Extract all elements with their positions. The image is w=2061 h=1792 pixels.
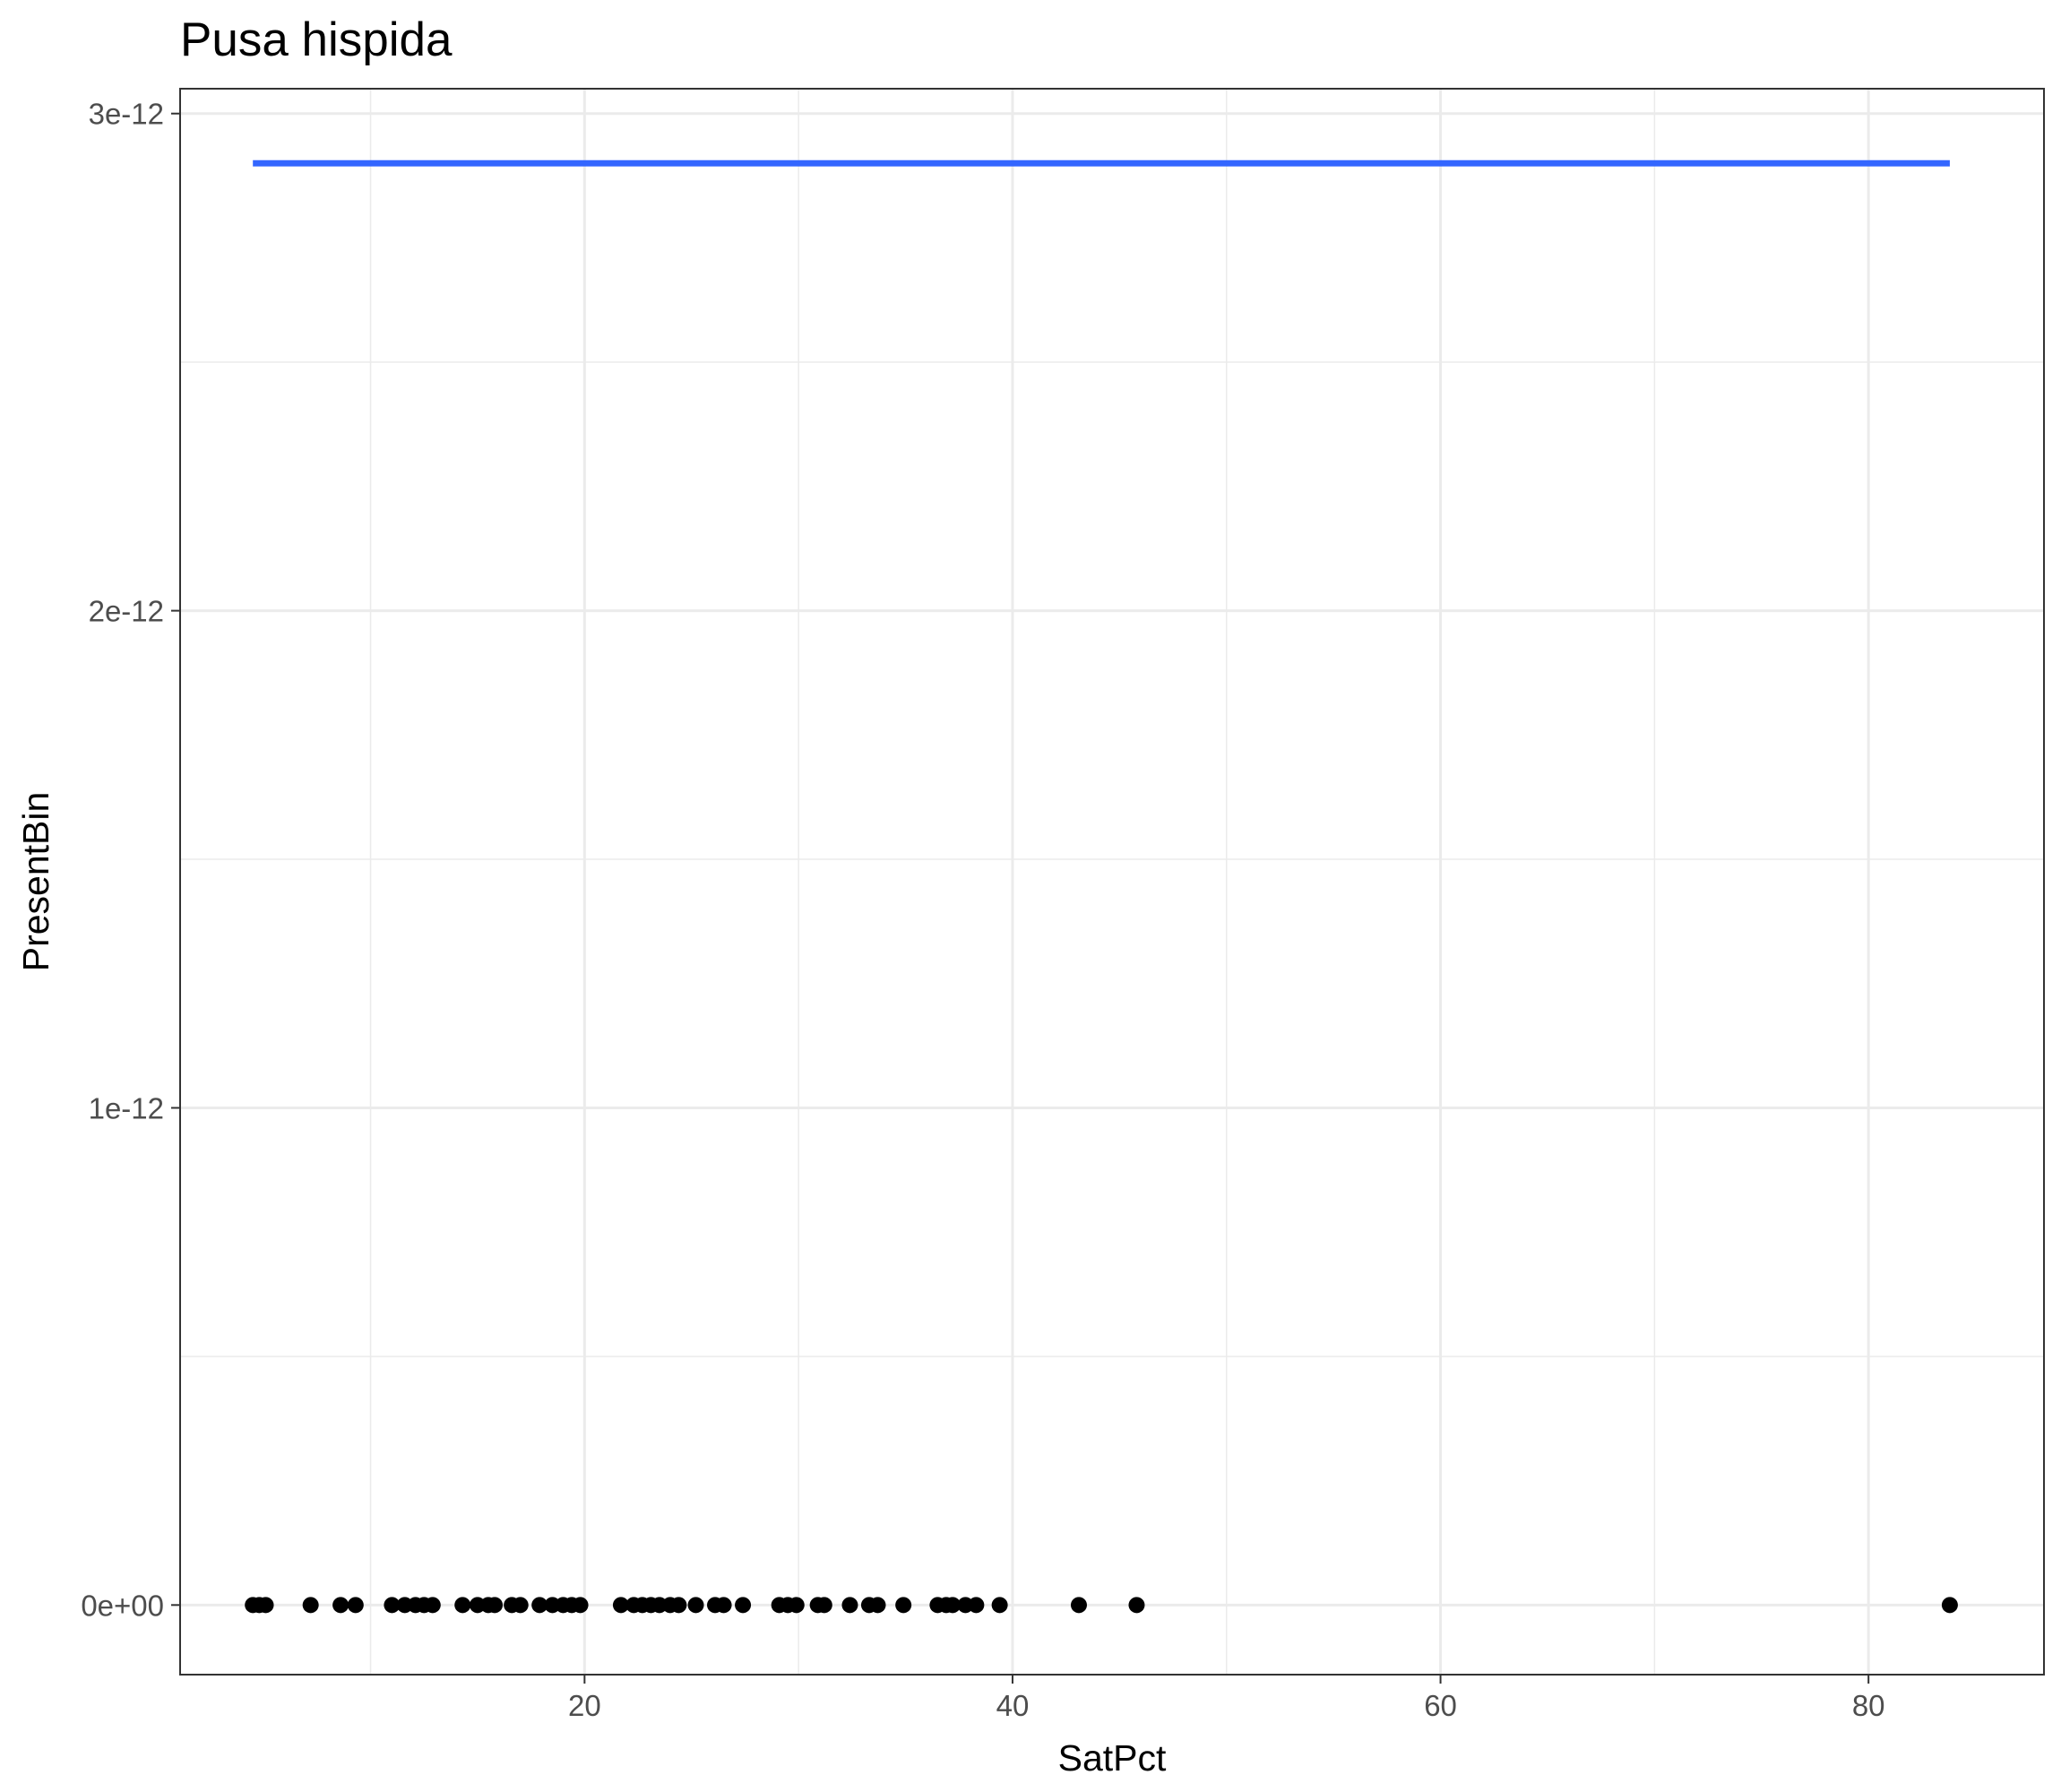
data-point — [332, 1597, 349, 1614]
data-point — [612, 1597, 629, 1614]
data-point — [531, 1597, 548, 1614]
data-point — [454, 1597, 471, 1614]
data-point — [991, 1597, 1008, 1614]
x-tick-label: 20 — [568, 1689, 601, 1722]
grid-minor — [180, 89, 2044, 1675]
plot-panel — [179, 88, 2045, 1676]
y-tick-label: 3e-12 — [89, 98, 164, 131]
data-point — [841, 1597, 858, 1614]
data-point — [944, 1597, 962, 1614]
data-point — [869, 1597, 886, 1614]
data-point — [302, 1597, 319, 1614]
y-axis: 0e+00 1e-12 2e-12 3e-12 — [81, 98, 180, 1622]
data-point — [1128, 1597, 1145, 1614]
data-point — [687, 1597, 704, 1614]
y-tick-label: 0e+00 — [81, 1589, 164, 1622]
data-point — [1941, 1597, 1958, 1614]
x-axis-label: SatPct — [1058, 1737, 1167, 1779]
data-point — [735, 1597, 752, 1614]
data-point — [1070, 1597, 1087, 1614]
data-point — [788, 1597, 805, 1614]
data-point — [487, 1597, 504, 1614]
data-point — [424, 1597, 441, 1614]
x-tick-label: 60 — [1424, 1689, 1457, 1722]
data-point — [257, 1597, 274, 1614]
points-layer — [245, 1597, 1958, 1614]
y-tick-label: 2e-12 — [89, 595, 164, 628]
data-point — [715, 1597, 732, 1614]
data-point — [384, 1597, 401, 1614]
data-point — [968, 1597, 985, 1614]
y-axis-label: PresentBin — [15, 792, 56, 972]
data-point — [572, 1597, 589, 1614]
data-point — [347, 1597, 364, 1614]
data-point — [895, 1597, 912, 1614]
data-point — [512, 1597, 529, 1614]
data-point — [670, 1597, 687, 1614]
x-tick-label: 40 — [996, 1689, 1030, 1722]
chart-title: Pusa hispida — [180, 13, 453, 66]
y-tick-label: 1e-12 — [89, 1091, 164, 1124]
data-point — [815, 1597, 832, 1614]
panel-border — [179, 88, 2045, 1676]
x-tick-label: 80 — [1852, 1689, 1885, 1722]
x-axis: 20 40 60 80 — [568, 1675, 1885, 1722]
